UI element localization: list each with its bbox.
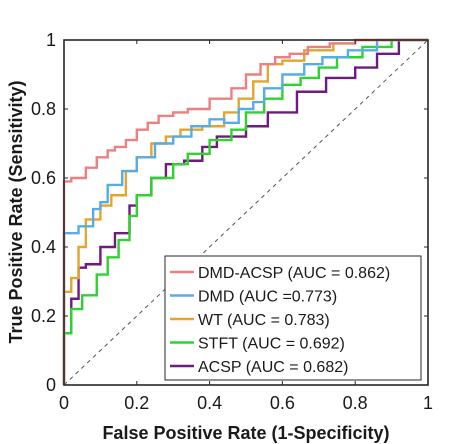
- x-axis-title: False Positive Rate (1-Specificity): [102, 423, 389, 443]
- y-axis-title: True Positive Rate (Sensitivity): [6, 80, 26, 343]
- x-tick-label: 0.2: [124, 393, 149, 413]
- y-tick-label: 0.8: [31, 99, 56, 119]
- legend-label-wt: WT (AUC = 0.783): [198, 312, 330, 329]
- y-tick-label: 0.6: [31, 168, 56, 188]
- y-tick-label: 0: [46, 375, 56, 395]
- x-tick-label: 1: [423, 393, 433, 413]
- legend: DMD-ACSP (AUC = 0.862) DMD (AUC =0.773) WT…: [165, 256, 421, 380]
- x-tick-label: 0.6: [270, 393, 295, 413]
- x-tick-label: 0.4: [197, 393, 222, 413]
- y-tick-label: 1: [46, 30, 56, 50]
- x-tick-label: 0: [59, 393, 69, 413]
- legend-label-dmd: DMD (AUC =0.773): [198, 289, 337, 306]
- y-tick-label: 0.4: [31, 237, 56, 257]
- legend-label-dmd-acsp: DMD-ACSP (AUC = 0.862): [198, 265, 390, 282]
- y-tick-label: 0.2: [31, 306, 56, 326]
- legend-label-acsp: ACSP (AUC = 0.682): [198, 359, 348, 376]
- x-tick-label: 0.8: [343, 393, 368, 413]
- legend-label-stft: STFT (AUC = 0.692): [198, 336, 345, 353]
